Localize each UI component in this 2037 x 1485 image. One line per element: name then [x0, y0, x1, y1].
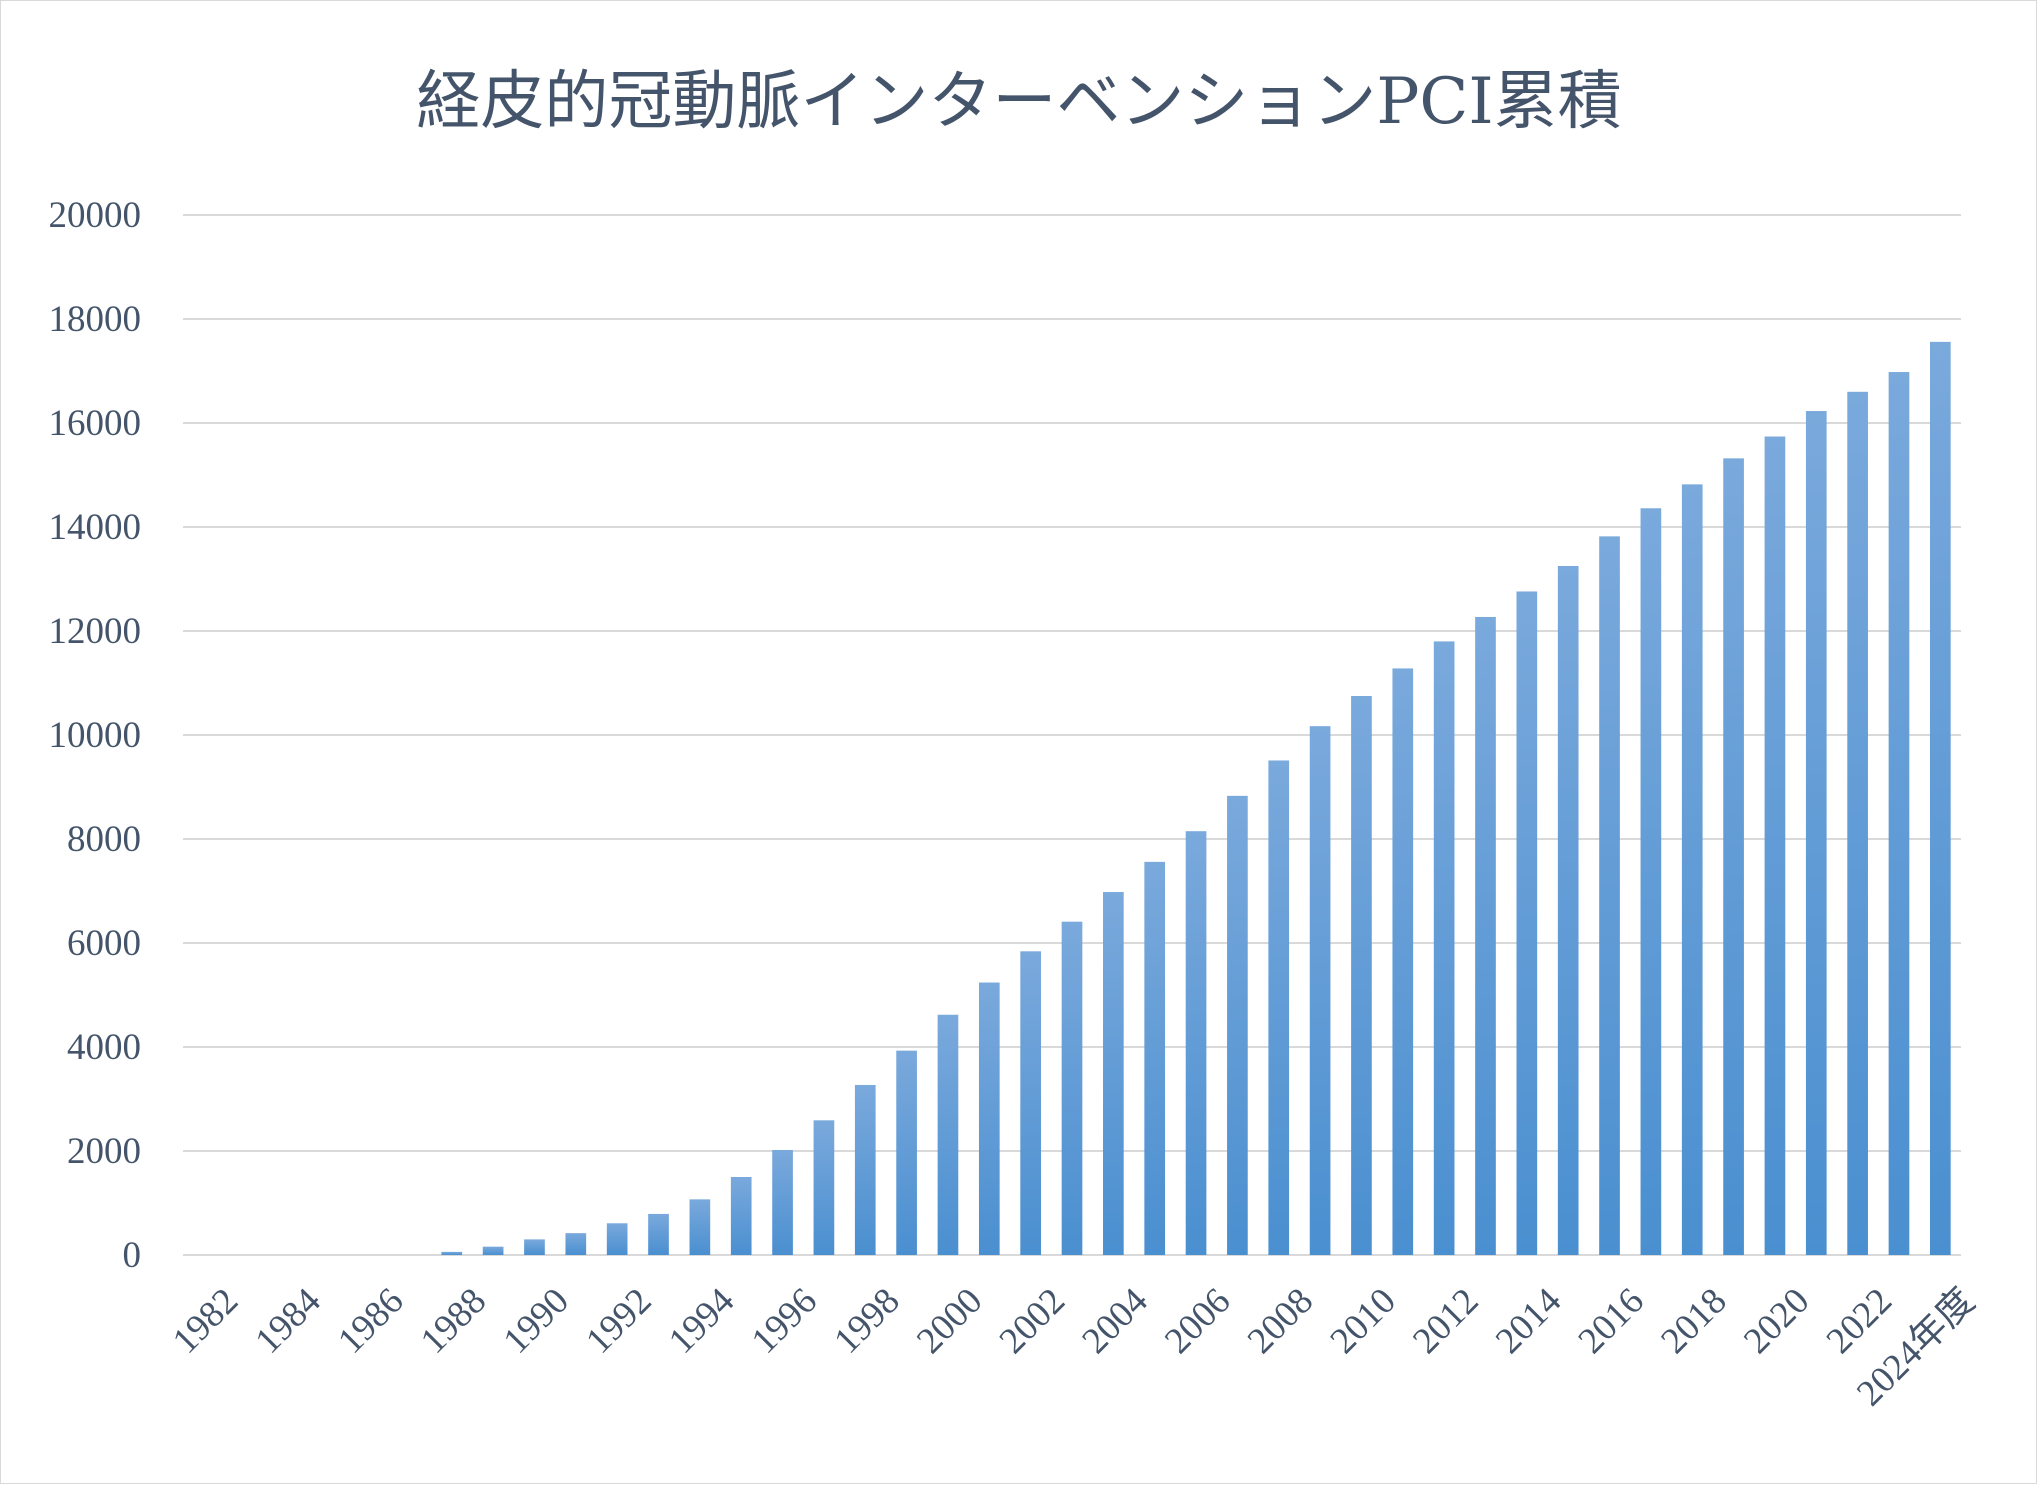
bar	[1475, 616, 1496, 1255]
x-tick-label: 2012	[1405, 1280, 1486, 1361]
bar	[1764, 436, 1786, 1255]
bar	[1268, 760, 1290, 1255]
bar	[937, 1014, 959, 1255]
bar	[1433, 641, 1455, 1255]
bar	[772, 1149, 793, 1255]
bar	[1681, 484, 1703, 1255]
bar	[1516, 591, 1538, 1255]
x-tick-label: 2014	[1488, 1280, 1569, 1361]
y-tick-label: 20000	[49, 195, 142, 236]
bar	[606, 1223, 628, 1255]
bar	[441, 1251, 463, 1255]
bar	[1020, 951, 1041, 1255]
y-tick-label: 6000	[67, 923, 141, 964]
x-tick-label: 2020	[1736, 1280, 1817, 1361]
bar	[565, 1233, 587, 1255]
bar	[896, 1050, 917, 1255]
bar	[1929, 341, 1951, 1255]
bar	[978, 982, 1000, 1255]
bar	[1103, 892, 1124, 1255]
y-tick-label: 8000	[67, 819, 141, 860]
x-tick-label: 2010	[1323, 1280, 1404, 1361]
y-tick-label: 4000	[67, 1027, 141, 1068]
y-tick-label: 2000	[67, 1131, 141, 1172]
x-tick-label: 2008	[1240, 1280, 1321, 1361]
bar	[482, 1246, 504, 1255]
bar	[1557, 566, 1579, 1255]
x-tick-label: 2004	[1074, 1280, 1155, 1361]
bars	[441, 341, 1951, 1255]
bar	[854, 1084, 876, 1255]
x-tick-label: 1990	[496, 1280, 577, 1361]
chart-title: 経皮的冠動脈インターベンションPCI累積	[416, 65, 1621, 139]
x-tick-label: 1984	[248, 1280, 329, 1361]
y-tick-label: 0	[123, 1235, 142, 1276]
bar	[1144, 861, 1166, 1255]
bar	[1227, 795, 1248, 1255]
y-tick-label: 16000	[49, 403, 142, 444]
bar	[1805, 411, 1827, 1255]
x-tick-label: 2006	[1157, 1280, 1238, 1361]
x-tick-label: 1996	[744, 1280, 825, 1361]
bar	[813, 1120, 835, 1255]
y-tick-label: 14000	[49, 507, 142, 548]
bar	[730, 1177, 752, 1255]
x-tick-label: 1986	[330, 1280, 411, 1361]
bar	[1888, 372, 1910, 1255]
bar	[1392, 668, 1414, 1255]
x-tick-label: 1994	[661, 1280, 742, 1361]
bar	[1309, 726, 1331, 1255]
x-axis-ticks: 1982 1984 1986 1988 1990 1992 1994 1996 1998 2000…	[165, 1280, 1983, 1414]
x-tick-label: 2016	[1571, 1280, 1652, 1361]
x-tick-label: 1992	[578, 1280, 659, 1361]
y-tick-label: 18000	[49, 299, 142, 340]
bar	[1640, 508, 1662, 1255]
x-tick-label: 1988	[413, 1280, 494, 1361]
y-axis-ticks: 0 2000 4000 6000 8000 10000 12000 14000 16000 180…	[49, 195, 142, 1276]
bar	[524, 1239, 545, 1255]
x-tick-label: 1998	[826, 1280, 907, 1361]
bar	[1351, 696, 1372, 1255]
bar	[648, 1213, 669, 1255]
y-tick-label: 10000	[49, 715, 142, 756]
x-tick-label: 2002	[992, 1280, 1073, 1361]
bar	[1061, 921, 1083, 1255]
bar	[1185, 831, 1207, 1255]
x-tick-label: 2018	[1653, 1280, 1734, 1361]
x-tick-label: 2000	[909, 1280, 990, 1361]
gridlines	[183, 214, 1961, 1256]
bar	[1723, 458, 1744, 1255]
bar	[689, 1199, 711, 1255]
bar	[1847, 391, 1868, 1255]
bar	[1599, 536, 1620, 1255]
x-tick-label: 1982	[165, 1280, 246, 1361]
y-tick-label: 12000	[49, 611, 142, 652]
